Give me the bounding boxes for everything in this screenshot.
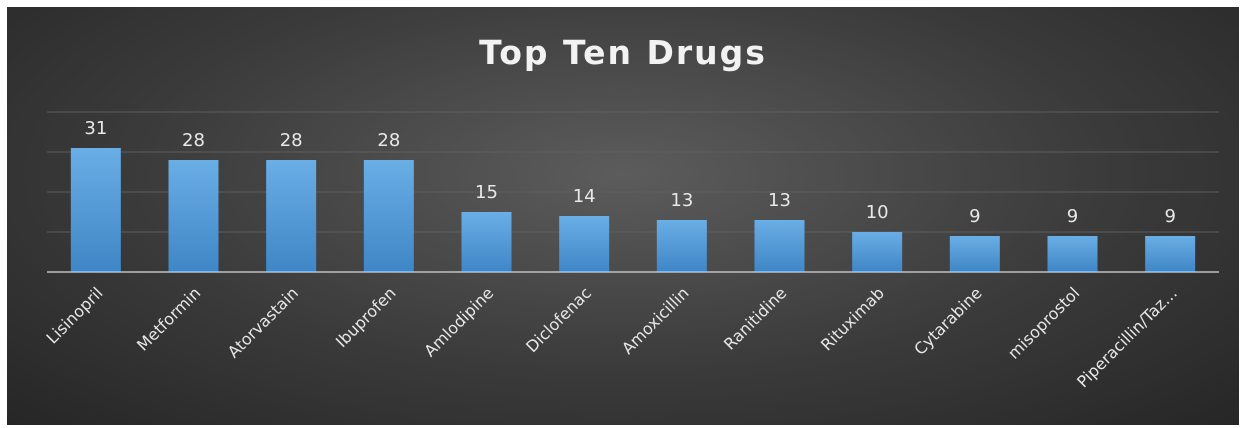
bar [266, 160, 317, 272]
gridlines [47, 111, 1219, 233]
data-label: 28 [377, 130, 400, 151]
chart-title: Top Ten Drugs [479, 33, 767, 72]
bar [949, 236, 1000, 272]
x-tick-label: Atorvastain [224, 283, 302, 361]
bar-chart-plot: 31 28 28 28 15 14 13 13 10 9 9 9 Lisinopril Metformi… [43, 111, 1219, 391]
x-tick-label: Amoxicillin [618, 283, 693, 358]
bar [1145, 236, 1196, 272]
bar [852, 232, 903, 272]
x-tick-label: Lisinopril [43, 283, 107, 347]
data-label: 14 [573, 186, 596, 207]
bar [559, 216, 610, 272]
bar [754, 220, 805, 272]
data-label: 13 [768, 190, 791, 211]
chart-area: Top Ten Drugs 31 28 28 28 15 14 13 13 10 9 9 9 Lisi… [7, 7, 1239, 425]
data-label: 28 [280, 130, 303, 151]
x-tick-label: Piperacillin/Taz… [1073, 283, 1181, 391]
bar [1047, 236, 1098, 272]
x-tick-label: Amlodipine [420, 283, 497, 360]
bar [656, 220, 707, 272]
bars [70, 148, 1196, 272]
data-label: 13 [670, 190, 693, 211]
x-tick-label: Cytarabine [910, 283, 985, 358]
x-tick-label: Ibuprofen [332, 283, 400, 351]
data-label: 9 [1164, 206, 1175, 227]
x-tick-label: Metformin [133, 283, 204, 354]
data-labels: 31 28 28 28 15 14 13 13 10 9 9 9 [84, 118, 1176, 227]
data-label: 31 [84, 118, 107, 139]
data-label: 28 [182, 130, 205, 151]
x-tick-label: misoprostol [1004, 283, 1083, 362]
x-tick-label: Rituximab [817, 283, 888, 354]
data-label: 15 [475, 182, 498, 203]
data-label: 9 [1067, 206, 1078, 227]
x-tick-label: Ranitidine [720, 283, 790, 353]
bar [70, 148, 121, 272]
x-tick-labels: Lisinopril Metformin Atorvastain Ibuprofen A… [43, 283, 1181, 391]
bar [363, 160, 414, 272]
bar [168, 160, 219, 272]
bar [461, 212, 512, 272]
data-label: 9 [969, 206, 980, 227]
x-tick-label: Diclofenac [522, 283, 595, 356]
data-label: 10 [866, 202, 889, 223]
